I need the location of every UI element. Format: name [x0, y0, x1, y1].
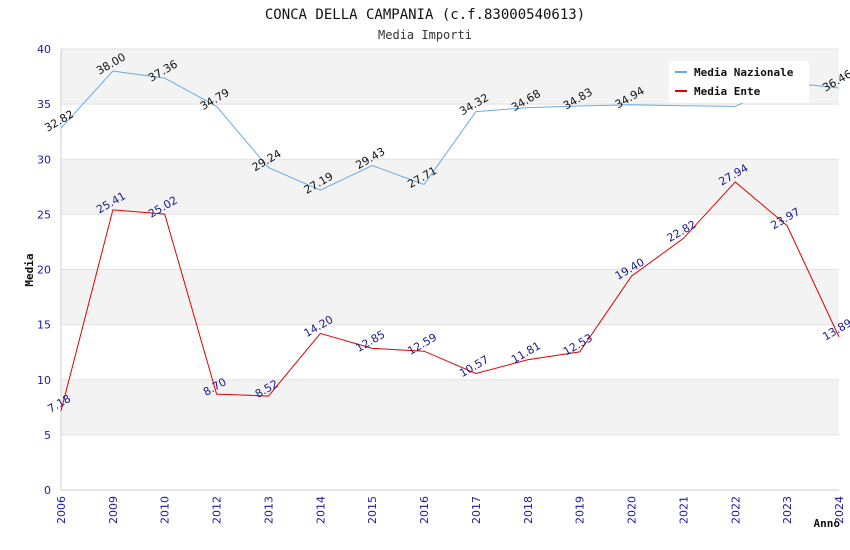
y-tick-label: 20 [37, 264, 51, 277]
x-tick-label: 2021 [677, 496, 690, 524]
x-tick-label: 2010 [159, 496, 172, 524]
x-tick-label: 2012 [211, 496, 224, 524]
series-line-media-nazionale [60, 70, 840, 191]
x-tick-label: 2020 [626, 496, 639, 524]
x-tick-label: 2022 [729, 496, 742, 524]
y-axis-label: Media [23, 253, 36, 286]
y-tick-label: 15 [37, 319, 51, 332]
x-tick-label: 2023 [781, 496, 794, 524]
x-tick-label: 2019 [574, 496, 587, 524]
x-tick-label: 2017 [470, 496, 483, 524]
y-tick-label: 0 [44, 484, 51, 497]
x-axis-label: Anno [814, 517, 841, 530]
x-tick-label: 2018 [522, 496, 535, 524]
y-tick-label: 40 [37, 43, 51, 56]
legend: Media Nazionale Media Ente [669, 61, 809, 103]
grid-band [61, 269, 839, 325]
x-tick-label: 2015 [366, 496, 379, 524]
grid-band [61, 324, 839, 380]
y-tick-label: 35 [37, 98, 51, 111]
x-tick-label: 2006 [55, 496, 68, 524]
grid-band [61, 434, 839, 490]
grid-band [61, 379, 839, 435]
legend-box [669, 61, 809, 103]
y-tick-label: 5 [44, 429, 51, 442]
axes: 0 5 10 15 20 25 30 35 40 2006 2009 2010 2012 2013 2014… [37, 43, 846, 524]
series-line-media-ente [60, 181, 840, 411]
x-tick-label: 2014 [314, 496, 327, 524]
x-tick-label: 2013 [262, 496, 275, 524]
grid [61, 48, 839, 491]
grid-band [61, 214, 839, 270]
series-lines [60, 70, 840, 411]
y-tick-label: 30 [37, 153, 51, 166]
y-tick-label: 10 [37, 374, 51, 387]
grid-band [61, 104, 839, 160]
grid-band [61, 159, 839, 215]
legend-entry: Media Nazionale [694, 66, 794, 79]
chart-title: CONCA DELLA CAMPANIA (c.f.83000540613) [265, 7, 585, 23]
x-tick-label: 2024 [833, 496, 846, 524]
y-tick-label: 25 [37, 208, 51, 221]
x-tick-label: 2016 [418, 496, 431, 524]
legend-entry: Media Ente [694, 85, 761, 98]
chart-subtitle: Media Importi [378, 28, 472, 42]
x-tick-label: 2009 [107, 496, 120, 524]
